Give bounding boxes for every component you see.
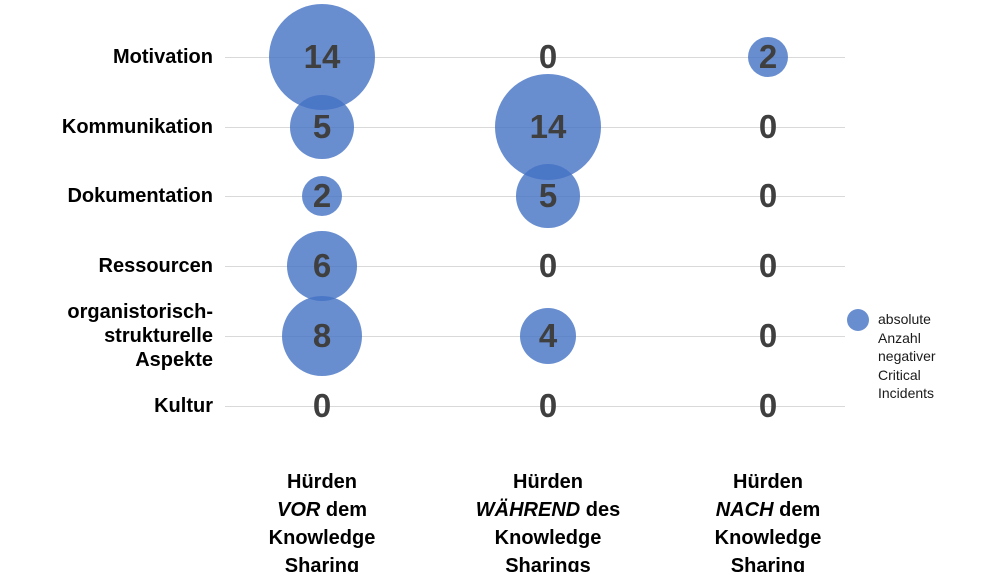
bubble-value-label: 5 [538,177,558,214]
bubble [516,164,580,228]
bubble-value-label: 0 [758,108,778,145]
gridline [225,266,845,267]
bubble-value-label: 0 [758,387,778,424]
bubble-value-label: 6 [312,247,332,284]
gridline [225,57,845,58]
gridline [225,406,845,407]
bubble-value-label: 2 [758,38,778,75]
bubble [747,36,789,78]
column-header-line: Hürden [513,471,583,493]
column-header-line: Hürden [733,471,803,493]
legend-label: absolute Anzahl negativer Critical Incid… [878,311,936,402]
bubble-value-label: 0 [538,387,558,424]
column-header-waehrend: Hürden WÄHREND des Knowledge Sharings [438,468,658,572]
bubble [290,95,354,159]
bubble-value-label: 0 [758,247,778,284]
column-header-line: Sharings [505,555,591,572]
row-label-kommunikation: Kommunikation [61,116,213,138]
bubble [494,73,602,181]
bubble-value-label: 0 [312,387,332,424]
row-label-motivation: Motivation [113,46,213,68]
column-header-line: Hürden [287,471,357,493]
column-header-line: Knowledge [714,527,822,549]
legend-bubble-swatch-icon [847,309,869,331]
column-header-nach: Hürden NACH dem Knowledge Sharing [658,468,878,572]
bubble [268,3,376,111]
bubble-value-label: 14 [303,38,341,75]
bubble-value-label: 2 [312,177,332,214]
bubble-value-label: 14 [529,108,567,145]
bubble [281,295,363,377]
column-header-line: Sharing [284,555,360,572]
column-header-line: VOR dem [276,499,368,521]
column-header-line: Sharing [730,555,806,572]
column-header-vor: Hürden VOR dem Knowledge Sharing [212,468,432,572]
bubble-value-label: 8 [312,317,332,354]
row-label-kultur: Kultur [154,395,213,417]
row-label-ressourcen: Ressourcen [98,255,214,277]
column-header-line: Knowledge [494,527,602,549]
bubble-value-label: 4 [538,317,558,354]
row-label-organistorisch-strukturelle-aspekte: organistorisch- strukturelle Aspekte [67,301,213,371]
bubble [301,175,343,217]
bubble-value-label: 0 [758,177,778,214]
bubble-value-label: 0 [538,38,558,75]
bubble-value-label: 0 [538,247,558,284]
bubble [519,307,577,365]
bubble-value-label: 0 [758,317,778,354]
column-header-line: NACH dem [715,499,821,521]
column-header-line: Knowledge [268,527,376,549]
column-header-line: WÄHREND des [475,499,621,521]
bubble-value-label: 5 [312,108,332,145]
bubble [287,231,357,301]
row-label-dokumentation: Dokumentation [67,185,213,207]
